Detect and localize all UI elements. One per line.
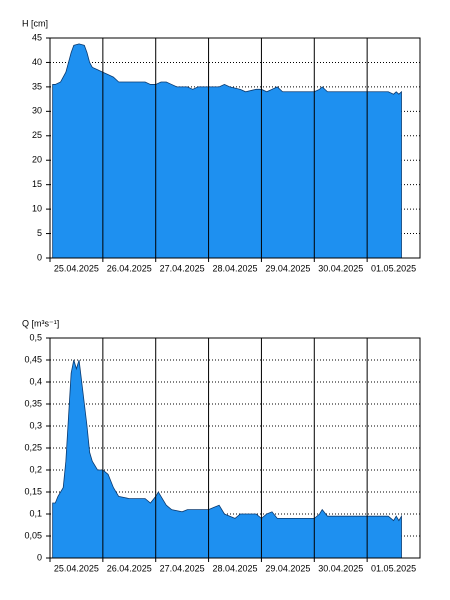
y-tick-label: 0,3	[29, 420, 42, 430]
y-tick-label: 0,15	[24, 486, 42, 496]
x-tick-label: 29.04.2025	[265, 263, 310, 273]
y-tick-label: 0,25	[24, 442, 42, 452]
x-tick-label: 27.04.2025	[160, 563, 205, 573]
y-tick-label: 0	[37, 552, 42, 562]
x-tick-label: 01.05.2025	[371, 263, 416, 273]
y-tick-label: 25	[32, 130, 42, 140]
y-tick-label: 0,05	[24, 530, 42, 540]
x-tick-label: 28.04.2025	[212, 563, 257, 573]
y-tick-label: 0,35	[24, 398, 42, 408]
plot-frame	[49, 37, 421, 259]
x-tick-label: 26.04.2025	[107, 563, 152, 573]
area	[52, 359, 402, 559]
y-tick-label: 0	[37, 252, 42, 262]
x-tick-label: 26.04.2025	[107, 263, 152, 273]
plot-frame	[49, 337, 421, 559]
x-tick-label: 30.04.2025	[318, 263, 363, 273]
y-tick-label: 15	[32, 179, 42, 189]
y-tick-label: 35	[32, 81, 42, 91]
y-tick-label: 0,45	[24, 354, 42, 364]
y-tick-label: 40	[32, 57, 42, 67]
y-axis-label: Q [m³s⁻¹]	[22, 318, 59, 328]
x-tick-label: 30.04.2025	[318, 563, 363, 573]
x-tick-label: 29.04.2025	[265, 563, 310, 573]
y-tick-label: 45	[32, 32, 42, 42]
y-axis-label: H [cm]	[22, 18, 48, 28]
x-tick-label: 01.05.2025	[371, 563, 416, 573]
y-tick-label: 20	[32, 155, 42, 165]
y-tick-label: 0,1	[29, 508, 42, 518]
y-tick-label: 10	[32, 203, 42, 213]
y-tick-label: 0,2	[29, 464, 42, 474]
area	[52, 43, 402, 259]
x-tick-label: 25.04.2025	[54, 563, 99, 573]
x-tick-label: 27.04.2025	[160, 263, 205, 273]
x-tick-label: 25.04.2025	[54, 263, 99, 273]
y-tick-label: 0,5	[29, 332, 42, 342]
y-tick-label: 5	[37, 228, 42, 238]
x-tick-label: 28.04.2025	[212, 263, 257, 273]
y-tick-label: 30	[32, 106, 42, 116]
y-tick-label: 0,4	[29, 376, 42, 386]
